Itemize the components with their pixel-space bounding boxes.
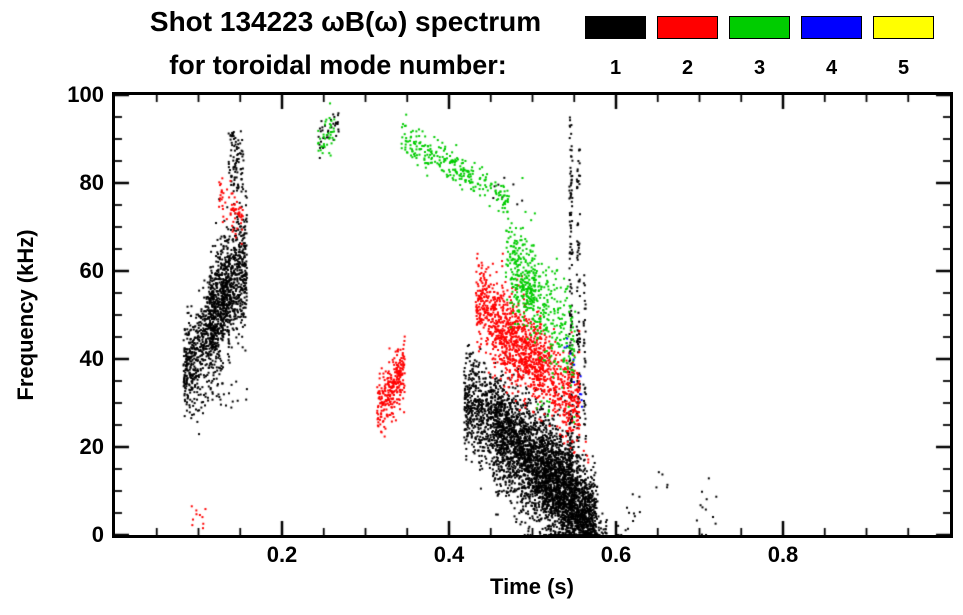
y-tick-label-100: 100 — [67, 82, 104, 107]
legend-label-mode-5: 5 — [897, 57, 910, 79]
y-axis-title: Frequency (kHz) — [13, 229, 38, 401]
x-axis-title: Time (s) — [490, 574, 574, 599]
legend-label-mode-2: 2 — [681, 57, 694, 79]
x-tick-label-0.6: 0.6 — [600, 542, 632, 567]
x-tick-label-0.2: 0.2 — [266, 542, 298, 567]
y-tick-label-20: 20 — [79, 434, 104, 459]
legend-label-mode-1: 1 — [609, 57, 622, 79]
y-tick-label-0: 0 — [91, 522, 104, 547]
legend-swatch-mode-4 — [801, 16, 862, 39]
legend-mode-numbers: 1 2 3 4 5 — [585, 57, 934, 80]
y-tick-label-40: 40 — [79, 346, 104, 371]
legend-label-mode-4: 4 — [825, 57, 838, 79]
chart-subtitle: for toroidal mode number: — [169, 50, 507, 80]
legend-swatch-mode-1 — [585, 16, 646, 39]
legend-swatch-mode-3 — [729, 16, 790, 39]
chart-title: Shot 134223 ωB(ω) spectrum — [149, 6, 542, 37]
y-tick-label-80: 80 — [79, 170, 104, 195]
plot-canvas — [115, 95, 950, 535]
legend-label-mode-3: 3 — [753, 57, 766, 79]
legend-swatch-mode-2 — [657, 16, 718, 39]
plot-area — [112, 92, 953, 538]
legend — [585, 16, 934, 39]
y-tick-label-60: 60 — [79, 258, 104, 283]
legend-swatch-mode-5 — [873, 16, 934, 39]
x-tick-label-0.8: 0.8 — [767, 542, 799, 567]
x-tick-label-0.4: 0.4 — [433, 542, 465, 567]
